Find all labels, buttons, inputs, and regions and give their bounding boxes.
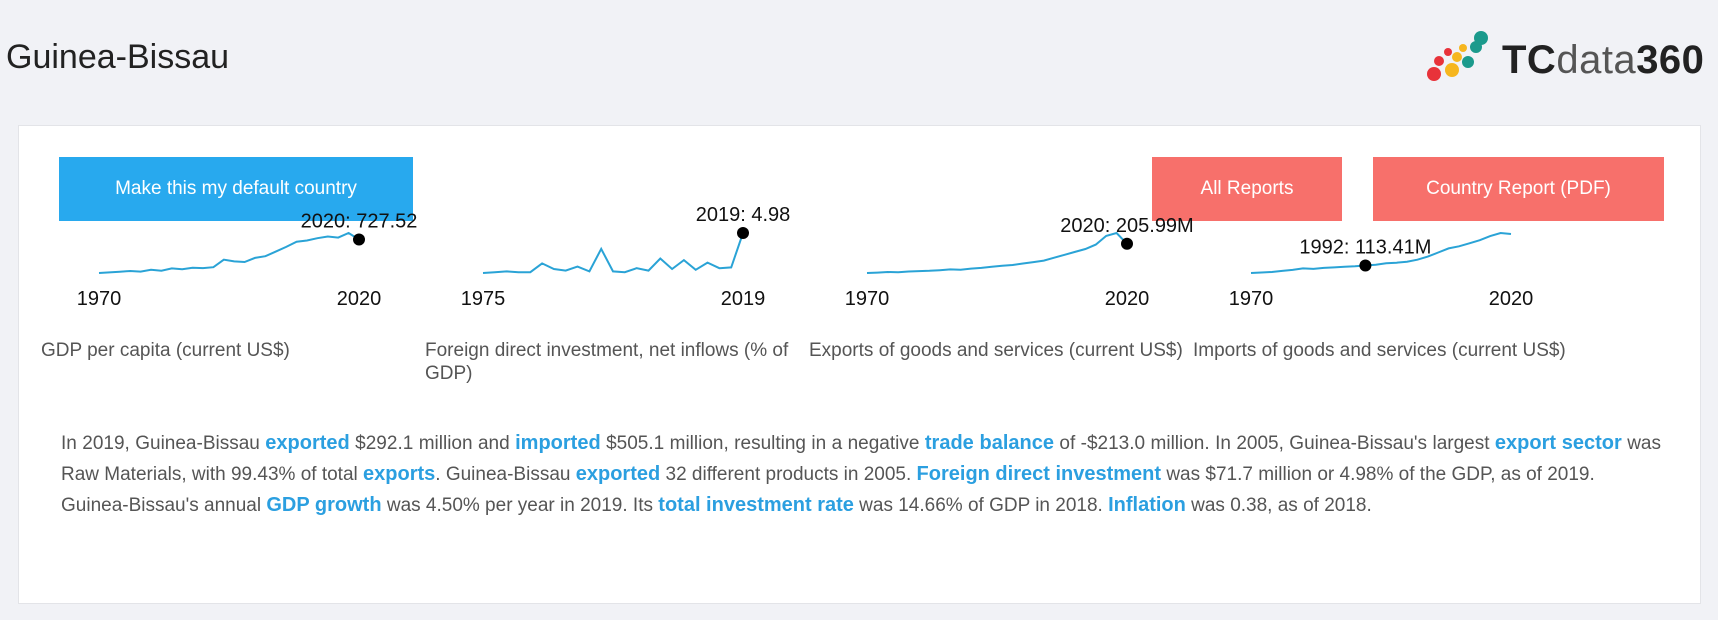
summary-paragraph-trade: In 2019, Guinea-Bissau exported $292.1 m… xyxy=(61,428,1661,490)
summary-text: was 4.50% per year in 2019. Its xyxy=(381,495,659,516)
sparkline-axis-label: 1975 xyxy=(461,288,506,310)
summary-text: of -$213.0 million. In 2005, Guinea-Biss… xyxy=(1053,433,1495,454)
indicator-link[interactable]: GDP growth xyxy=(266,494,382,516)
indicator-link[interactable]: export sector xyxy=(1494,432,1622,454)
summary-text: $292.1 million and xyxy=(349,433,516,454)
sparkline-axis-label: 2020 xyxy=(337,288,382,310)
tcdata360-logo[interactable]: TCdata360 xyxy=(1424,30,1714,86)
logo-text: TCdata360 xyxy=(1502,38,1705,82)
sparkline-fdi[interactable]: 2019: 4.98 1975 2019 Foreign direct invest… xyxy=(425,204,863,421)
sparkline-point-label: 1992: 113.41M xyxy=(1299,236,1431,258)
sparkline-caption: Exports of goods and services (current U… xyxy=(809,340,1183,361)
country-summary-text: In 2019, Guinea-Bissau exported $292.1 m… xyxy=(61,428,1661,521)
indicator-link[interactable]: Inflation xyxy=(1108,494,1186,516)
sparkline-highlight-point[interactable] xyxy=(1359,259,1372,272)
sparkline-series-line xyxy=(1250,231,1512,274)
logo-dots-icon xyxy=(1427,31,1488,81)
sparkline-caption: Foreign direct investment, net inflows (… xyxy=(425,340,789,384)
summary-text: 32 different products in 2005. xyxy=(660,464,917,485)
sparkline-caption: GDP per capita (current US$) xyxy=(41,340,290,361)
sparkline-fdi-chart: 2019: 4.98 1975 2019 xyxy=(461,204,791,310)
sparkline-imports[interactable]: 1992: 113.41M 1970 2020 Imports of goods a… xyxy=(1193,221,1631,421)
summary-text: $505.1 million, resulting in a negative xyxy=(600,433,925,454)
summary-text: . Guinea-Bissau xyxy=(435,464,576,485)
country-summary-card: Make this my default country All Reports… xyxy=(18,125,1701,604)
indicator-link[interactable]: imported xyxy=(515,432,601,454)
summary-text: was Raw Materials, with 99.43% of total xyxy=(61,433,1661,485)
sparkline-point-label: 2020: 727.52 xyxy=(301,211,418,233)
sparkline-point-label: 2019: 4.98 xyxy=(696,204,791,226)
all-reports-button[interactable]: All Reports xyxy=(1152,157,1342,221)
sparkline-series-line xyxy=(98,231,360,274)
indicator-link[interactable]: trade balance xyxy=(924,432,1054,454)
sparkline-highlight-point[interactable] xyxy=(1121,237,1133,250)
sparkline-exports[interactable]: 2020: 205.99M 1970 2020 Exports of goods a… xyxy=(809,215,1247,421)
summary-text: Guinea-Bissau's annual xyxy=(61,495,267,516)
indicator-link[interactable]: exports xyxy=(363,463,436,485)
sparkline-axis-label: 2020 xyxy=(1105,288,1150,310)
sparkline-series-line xyxy=(866,231,1128,274)
sparkline-axis-label: 2020 xyxy=(1489,288,1534,310)
sparkline-imports-chart: 1992: 113.41M 1970 2020 xyxy=(1229,231,1534,310)
sparkline-axis-label: 1970 xyxy=(1229,288,1274,310)
sparkline-highlight-point[interactable] xyxy=(737,227,749,239)
sparkline-axis-label: 1970 xyxy=(845,288,890,310)
sparkline-series-line xyxy=(482,232,744,274)
sparkline-highlight-point[interactable] xyxy=(353,233,365,246)
indicator-link[interactable]: Foreign direct investment xyxy=(916,463,1162,485)
make-default-country-button[interactable]: Make this my default country xyxy=(59,157,413,221)
indicator-link[interactable]: exported xyxy=(575,463,661,485)
page-title: Guinea-Bissau xyxy=(6,38,230,76)
sparkline-exports-chart: 2020: 205.99M 1970 2020 xyxy=(845,215,1194,310)
summary-paragraph-economy: Guinea-Bissau's annual GDP growth was 4.… xyxy=(61,490,1661,521)
indicator-link[interactable]: total investment rate xyxy=(658,494,854,516)
summary-text: In 2019, Guinea-Bissau xyxy=(61,433,266,454)
country-report-pdf-button[interactable]: Country Report (PDF) xyxy=(1373,157,1664,221)
sparkline-point-label: 2020: 205.99M xyxy=(1060,215,1193,237)
sparkline-axis-label: 1970 xyxy=(77,288,122,310)
sparkline-gdp[interactable]: 2020: 727.52 1970 2020 GDP per capita (cur… xyxy=(41,211,479,421)
sparkline-axis-label: 2019 xyxy=(721,288,766,310)
indicator-link[interactable]: exported xyxy=(265,432,350,454)
summary-text: was $71.7 million or 4.98% of the GDP, a… xyxy=(1161,464,1595,485)
summary-text: was 14.66% of GDP in 2018. xyxy=(853,495,1109,516)
sparkline-caption: Imports of goods and services (current U… xyxy=(1193,340,1566,361)
summary-text: was 0.38, as of 2018. xyxy=(1185,495,1372,516)
sparkline-gdp-chart: 2020: 727.52 1970 2020 xyxy=(77,211,418,310)
